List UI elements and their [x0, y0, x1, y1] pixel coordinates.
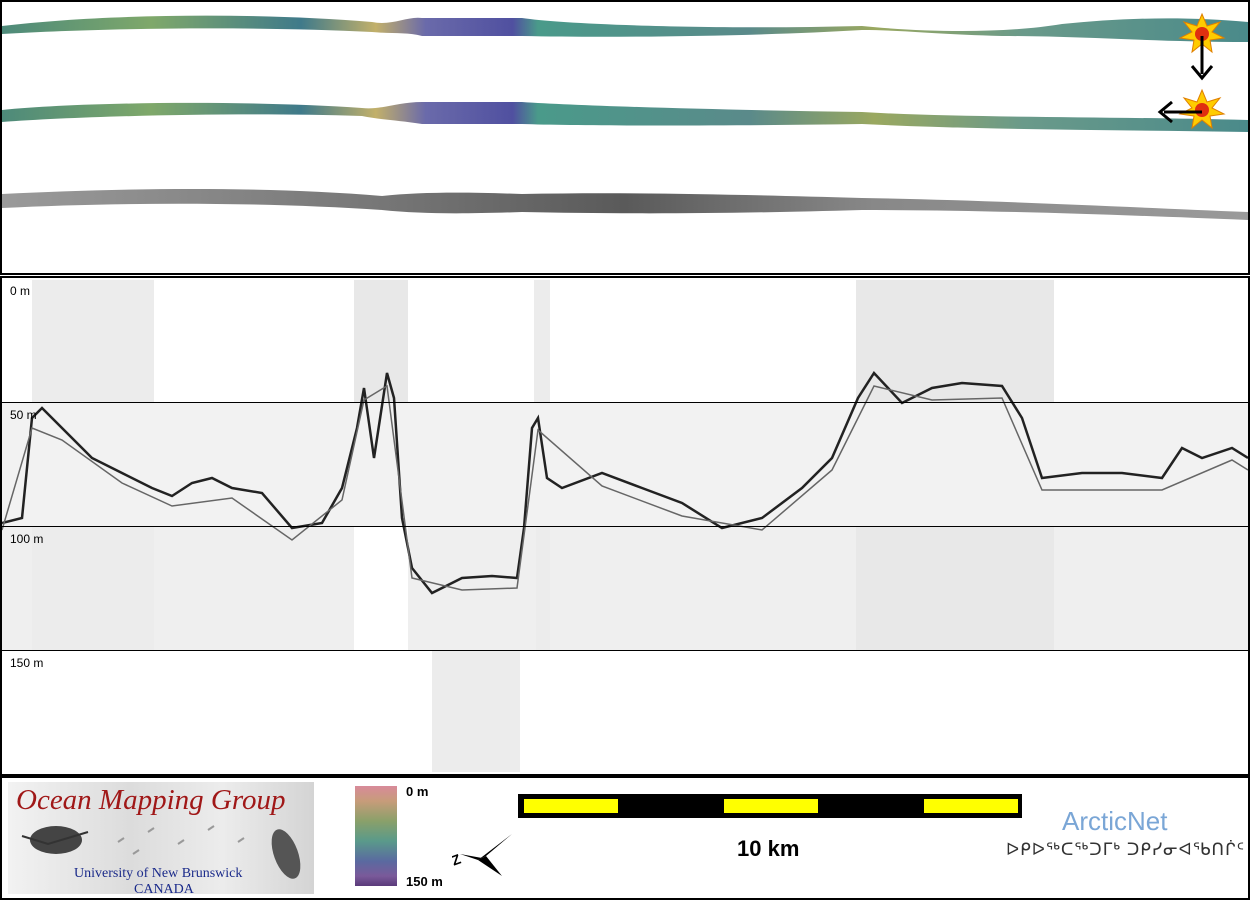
scale-label: 10 km: [737, 836, 800, 861]
swath-tracks: [2, 12, 1248, 220]
depth-gridline-150: [2, 650, 1248, 651]
colored-swath-upper: [2, 15, 1248, 43]
seabed-profile: [2, 370, 1248, 595]
north-arrow-icon: Z: [452, 834, 512, 876]
down-arrow-icon: [1190, 36, 1214, 81]
omg-country: CANADA: [134, 882, 194, 894]
omg-university: University of New Brunswick: [74, 866, 243, 881]
profile-image: [2, 280, 1248, 772]
depth-label-100: 100 m: [10, 532, 44, 546]
backscatter-swath: [2, 189, 1248, 220]
profile-panel: 0 m 50 m 100 m 150 m: [0, 276, 1250, 776]
depth-colorbar: [355, 786, 397, 886]
colored-swath-middle: [2, 102, 1248, 132]
depth-label-0: 0 m: [10, 284, 31, 298]
omg-title: Ocean Mapping Group: [16, 784, 286, 816]
ocean-mapping-group-logo: Ocean Mapping Group University of New Br…: [8, 782, 314, 894]
depth-gridline-50: [2, 402, 1248, 403]
footer-panel: Ocean Mapping Group University of New Br…: [0, 776, 1250, 900]
swath-panel: [0, 0, 1250, 275]
depth-label-50: 50 m: [10, 408, 37, 422]
arcticnet-logo: ArcticNet: [1062, 806, 1168, 836]
colorbar-top-label: 0 m: [406, 784, 429, 799]
omg-logo-graphic: [21, 825, 301, 879]
scale-bar: [518, 794, 1022, 818]
arcticnet-syllabics: ᐅᑭᐅᖅᑕᖅᑐᒥᒃ ᑐᑭᓯᓂᐊᖃᑎᒌᑦ: [1006, 840, 1246, 859]
depth-label-150: 150 m: [10, 656, 44, 670]
colorbar-bottom-label: 150 m: [406, 874, 443, 889]
left-arrow-icon: [1157, 100, 1202, 124]
depth-gridline-100: [2, 526, 1248, 527]
north-arrow-label: Z: [452, 851, 463, 869]
